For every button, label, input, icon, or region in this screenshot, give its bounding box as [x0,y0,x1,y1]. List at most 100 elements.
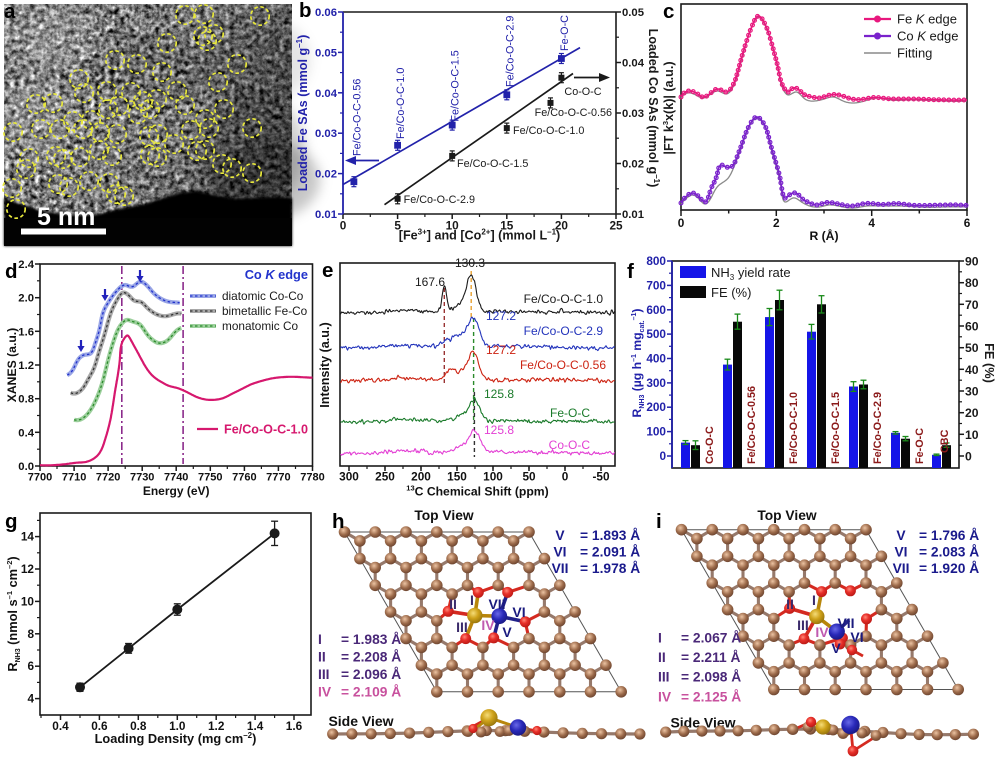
svg-text:0.05: 0.05 [622,7,644,19]
svg-text:0.4: 0.4 [52,719,69,733]
svg-text:Energy (eV): Energy (eV) [143,484,210,498]
svg-text:0.8: 0.8 [18,394,34,406]
svg-text:Fe/Co-O-C-0.56: Fe/Co-O-C-0.56 [535,107,612,119]
svg-text:127.2: 127.2 [486,343,516,357]
svg-text:800: 800 [646,254,666,268]
svg-text:I: I [812,592,816,608]
svg-text:7710: 7710 [62,472,86,484]
svg-text:= 1.796 Å: = 1.796 Å [919,527,979,543]
svg-text:NH3​ yield rate: NH3​ yield rate [711,265,791,282]
svg-text:4: 4 [27,692,34,706]
svg-text:Fe-O-C: Fe-O-C [550,406,590,420]
svg-text:VII: VII [893,561,910,576]
svg-text:h: h [332,510,345,533]
svg-text:= 2.125 Å: = 2.125 Å [681,688,741,704]
svg-text:II: II [449,596,457,612]
svg-text:0.01: 0.01 [315,209,337,221]
svg-text:= 2.091 Å: = 2.091 Å [580,544,640,560]
svg-text:Intensity (a.u.): Intensity (a.u.) [318,322,332,407]
svg-text:Loaded Co SAs (mmol g–1​): Loaded Co SAs (mmol g–1​) [646,29,661,188]
svg-text:Fe/Co-O-C-1.0: Fe/Co-O-C-1.0 [224,423,308,437]
svg-text:80: 80 [965,276,979,290]
svg-text:III: III [658,670,670,685]
svg-text:100: 100 [483,470,503,484]
svg-text:0.4: 0.4 [18,427,34,439]
svg-text:V: V [831,640,841,656]
svg-text:Top View: Top View [414,508,474,523]
svg-text:Co K edge: Co K edge [897,29,958,44]
svg-text:127.2: 127.2 [486,309,516,323]
svg-text:II: II [658,650,666,665]
svg-text:0: 0 [678,216,685,230]
svg-text:I: I [318,632,322,647]
svg-text:V: V [555,528,565,543]
svg-text:6: 6 [27,659,34,673]
svg-text:125.8: 125.8 [484,423,514,437]
svg-text:200: 200 [411,470,431,484]
svg-text:7720: 7720 [96,472,120,484]
svg-text:R (Å): R (Å) [809,228,838,243]
svg-text:125.8: 125.8 [484,387,514,401]
svg-text:II: II [786,596,794,612]
svg-text:= 2.096 Å: = 2.096 Å [341,666,401,682]
svg-text:= 1.978 Å: = 1.978 Å [580,560,640,576]
svg-text:7760: 7760 [232,472,256,484]
svg-text:Fe-O-C: Fe-O-C [559,15,571,51]
svg-text:VII: VII [488,596,505,612]
svg-text:1.6: 1.6 [18,326,34,338]
svg-text:= 1.893 Å: = 1.893 Å [580,527,640,543]
svg-text:d: d [5,260,18,283]
svg-text:200: 200 [646,400,666,414]
svg-text:300: 300 [646,376,666,390]
svg-text:e: e [322,259,333,282]
svg-text:VI: VI [894,545,907,560]
svg-text:= 2.211 Å: = 2.211 Å [681,649,740,665]
svg-text:0.03: 0.03 [315,128,337,140]
svg-text:130.3: 130.3 [455,256,485,270]
svg-text:Fe/Co-O-C-0.56: Fe/Co-O-C-0.56 [351,79,363,156]
svg-text:700: 700 [646,278,666,292]
svg-text:= 2.083 Å: = 2.083 Å [919,544,979,560]
svg-text:0: 0 [659,449,666,463]
svg-text:bimetallic Fe-Co: bimetallic Fe-Co [222,304,308,318]
svg-text:Fe K edge: Fe K edge [897,12,957,27]
svg-text:IV: IV [658,689,672,704]
svg-text:= 1.920 Å: = 1.920 Å [919,560,979,576]
svg-text:0: 0 [562,470,569,484]
svg-text:13​C Chemical Shift (ppm): 13​C Chemical Shift (ppm) [406,484,548,499]
svg-text:60: 60 [965,320,979,334]
svg-text:Fe/Co-O-C-1.5: Fe/Co-O-C-1.5 [450,50,462,121]
svg-text:0: 0 [965,450,972,464]
svg-text:Loading Density (mg cm–2​): Loading Density (mg cm–2​) [95,731,257,746]
svg-text:Fe/Co-O-C-1.0: Fe/Co-O-C-1.0 [788,392,800,464]
svg-text:b: b [299,0,312,22]
svg-text:Co-O-C: Co-O-C [704,426,716,464]
svg-text:IV: IV [815,624,829,640]
svg-text:0.04: 0.04 [315,88,338,100]
svg-text:V: V [502,624,512,640]
svg-text:50: 50 [522,470,536,484]
svg-text:500: 500 [646,327,666,341]
svg-text:8: 8 [27,627,34,641]
svg-text:7700: 7700 [28,472,52,484]
svg-text:0: 0 [340,219,347,233]
svg-text:Top View: Top View [757,508,817,523]
svg-text:a: a [4,0,16,23]
svg-text:Fe/Co-O-C-0.56: Fe/Co-O-C-0.56 [520,358,606,372]
svg-text:7780: 7780 [300,472,324,484]
svg-text:0.04: 0.04 [622,58,645,70]
svg-text:10: 10 [965,428,979,442]
svg-text:FE (%): FE (%) [711,285,751,300]
svg-text:20: 20 [965,406,979,420]
svg-text:Co-O-C: Co-O-C [549,438,591,452]
svg-text:III: III [456,619,468,635]
svg-text:= 2.098 Å: = 2.098 Å [681,669,741,685]
svg-text:Fe/Co-O-C-1.5: Fe/Co-O-C-1.5 [830,392,842,464]
svg-text:12: 12 [21,562,35,576]
svg-text:25: 25 [609,219,623,233]
svg-text:III: III [318,667,330,682]
svg-text:2.4: 2.4 [18,259,34,271]
svg-text:7740: 7740 [164,472,188,484]
svg-text:Fe/Co-O-C-1.0: Fe/Co-O-C-1.0 [524,292,604,306]
svg-text:f: f [627,260,634,283]
